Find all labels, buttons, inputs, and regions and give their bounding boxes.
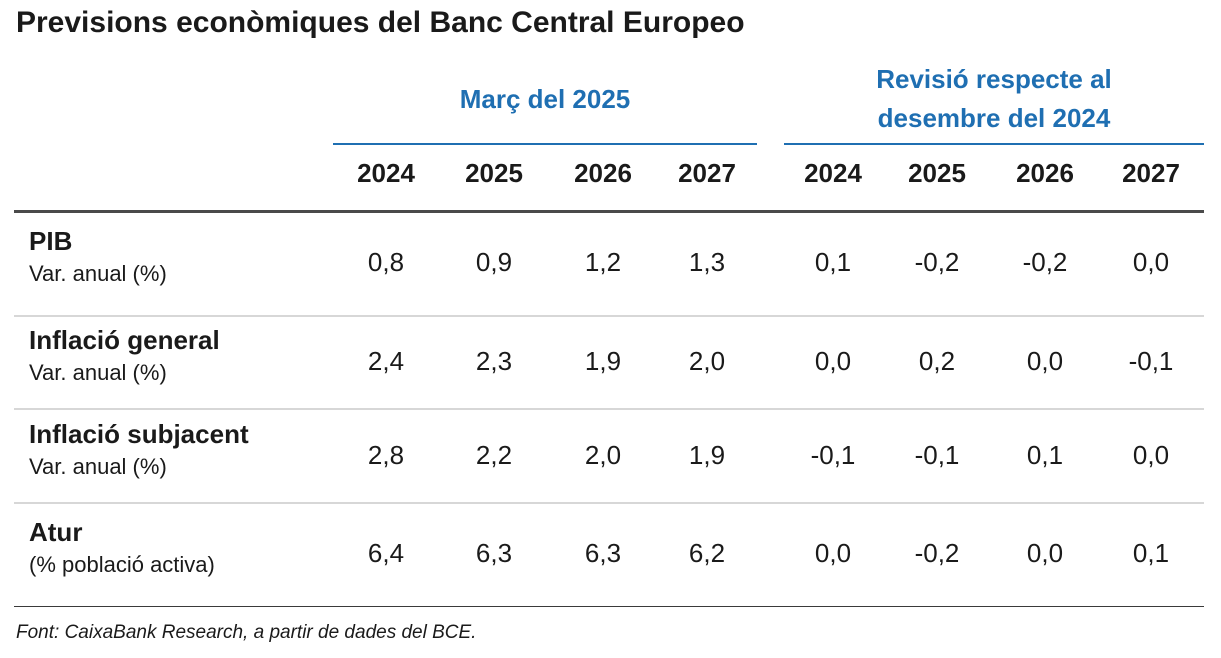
value-cell: 1,9 (688, 440, 726, 470)
value-cell: 0,1 (1132, 538, 1170, 568)
row-name: Inflació general (29, 325, 220, 355)
page-title: Previsions econòmiques del Banc Central … (16, 6, 745, 39)
row-name: Atur (29, 517, 83, 547)
value-cell: -0,2 (1022, 247, 1068, 277)
value-cell: 0,0 (1026, 538, 1064, 568)
year-header: 2025 (465, 158, 523, 188)
value-cell: 1,9 (584, 346, 622, 376)
value-cell: 0,0 (814, 346, 852, 376)
value-cell: 6,2 (688, 538, 726, 568)
group-underline-revision (784, 143, 1204, 145)
value-cell: 0,1 (1026, 440, 1064, 470)
row-divider (14, 502, 1204, 504)
year-header: 2024 (357, 158, 415, 188)
value-cell: -0,1 (810, 440, 856, 470)
year-header: 2024 (804, 158, 862, 188)
row-divider (14, 315, 1204, 317)
group-header-march-2025: Març del 2025 (333, 80, 757, 119)
source-note: Font: CaixaBank Research, a partir de da… (16, 622, 477, 643)
row-name: PIB (29, 226, 73, 256)
value-cell: 2,8 (367, 440, 405, 470)
row-label: PIB Var. anual (%) (29, 225, 167, 291)
year-header: 2025 (908, 158, 966, 188)
group-header-line2: desembre del 2024 (877, 103, 1111, 133)
value-cell: 1,2 (584, 247, 622, 277)
year-header: 2026 (1016, 158, 1074, 188)
value-cell: -0,2 (914, 247, 960, 277)
value-cell: 1,3 (688, 247, 726, 277)
value-cell: 2,2 (475, 440, 513, 470)
value-cell: 2,0 (584, 440, 622, 470)
group-header-line1: Març del 2025 (459, 84, 631, 114)
value-cell: 0,0 (1026, 346, 1064, 376)
year-header: 2026 (574, 158, 632, 188)
row-name: Inflació subjacent (29, 419, 249, 449)
row-label: Atur (% població activa) (29, 516, 215, 582)
year-header: 2027 (678, 158, 736, 188)
value-cell: 0,9 (475, 247, 513, 277)
year-header: 2027 (1122, 158, 1180, 188)
group-header-revision: Revisió respecte al desembre del 2024 (784, 60, 1204, 138)
value-cell: -0,1 (914, 440, 960, 470)
row-subtitle: Var. anual (%) (29, 360, 167, 385)
row-subtitle: Var. anual (%) (29, 454, 167, 479)
value-cell: -0,2 (914, 538, 960, 568)
value-cell: -0,1 (1128, 346, 1174, 376)
row-divider (14, 408, 1204, 410)
value-cell: 0,0 (1132, 440, 1170, 470)
row-label: Inflació subjacent Var. anual (%) (29, 418, 249, 484)
value-cell: 2,0 (688, 346, 726, 376)
value-cell: 6,3 (475, 538, 513, 568)
value-cell: 6,4 (367, 538, 405, 568)
value-cell: 6,3 (584, 538, 622, 568)
value-cell: 2,4 (367, 346, 405, 376)
row-subtitle: (% població activa) (29, 552, 215, 577)
row-label: Inflació general Var. anual (%) (29, 324, 220, 390)
group-underline-march-2025 (333, 143, 757, 145)
value-cell: 0,8 (367, 247, 405, 277)
row-subtitle: Var. anual (%) (29, 261, 167, 286)
value-cell: 0,0 (1132, 247, 1170, 277)
value-cell: 0,0 (814, 538, 852, 568)
value-cell: 0,1 (814, 247, 852, 277)
value-cell: 0,2 (918, 346, 956, 376)
group-header-line1: Revisió respecte al (876, 64, 1112, 94)
table-bottom-rule (14, 606, 1204, 607)
header-divider (14, 210, 1204, 213)
value-cell: 2,3 (475, 346, 513, 376)
